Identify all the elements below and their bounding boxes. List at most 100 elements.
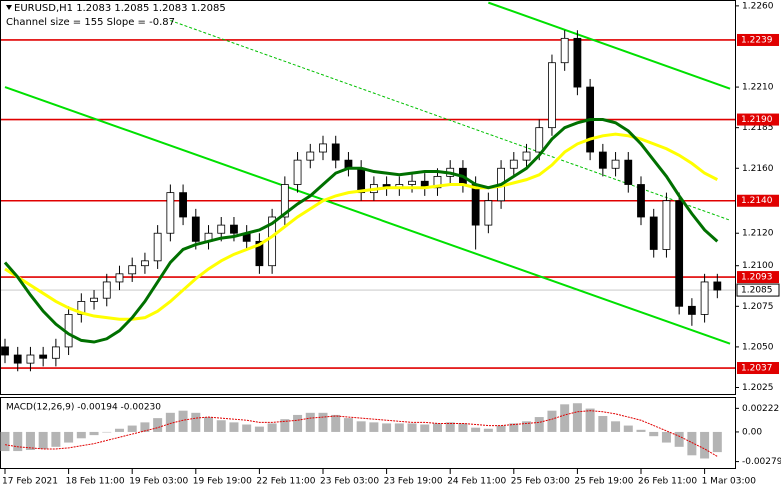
x-tick-label: 24 Feb 11:00: [447, 477, 506, 487]
candle-body: [573, 37, 582, 88]
candle-body: [357, 167, 366, 194]
header-icon: [6, 5, 12, 10]
macd-bar: [369, 422, 379, 432]
candle-body: [331, 143, 340, 161]
macd-bar: [280, 419, 290, 432]
macd-bar: [394, 423, 404, 432]
candle-body: [675, 200, 684, 307]
candle-body: [255, 240, 264, 267]
header-subtitle: Channel size = 155 Slope = -0.87: [6, 17, 175, 28]
macd-bar: [611, 421, 621, 432]
macd-bar: [153, 418, 163, 432]
level-label: 1.2239: [741, 35, 773, 45]
candle-body: [1, 346, 9, 356]
candle-body: [77, 301, 86, 315]
candle-body: [548, 62, 556, 129]
candle-body: [560, 37, 569, 64]
last-price-label: 1.2085: [741, 286, 773, 296]
macd-bar: [0, 431, 10, 452]
candle-body: [141, 260, 149, 267]
macd-bar: [483, 428, 493, 432]
macd-bar: [432, 423, 442, 432]
y-tick-label: 1.2100: [742, 261, 774, 271]
macd-bar: [547, 410, 557, 432]
candle-body: [471, 184, 480, 226]
candle-body: [598, 151, 607, 169]
macd-bar: [356, 421, 366, 432]
candle-body: [230, 224, 238, 234]
macd-bar: [623, 425, 633, 432]
macd-bar: [509, 423, 519, 432]
candle-body: [433, 175, 442, 189]
macd-bar: [229, 422, 239, 432]
x-tick-label: 23 Feb 03:00: [320, 477, 379, 487]
x-tick-label: 25 Feb 19:00: [574, 477, 633, 487]
macd-bar: [318, 412, 328, 432]
macd-bar: [649, 431, 659, 437]
macd-bar: [712, 431, 722, 453]
candle-body: [268, 216, 277, 267]
candle-body: [713, 281, 722, 291]
candle-body: [179, 192, 187, 218]
last-price-box: [736, 283, 780, 297]
macd-label: MACD(12,26,9) -0.00194 -0.00230: [6, 403, 161, 413]
y-tick-label: 1.2210: [742, 83, 774, 93]
macd-bar: [572, 403, 582, 432]
x-tick-label: 17 Feb 2021: [2, 477, 58, 487]
x-tick-label: 18 Feb 11:00: [66, 477, 125, 487]
macd-bar: [165, 412, 175, 432]
macd-bar: [127, 425, 137, 432]
macd-bar: [76, 431, 86, 439]
macd-bar: [102, 431, 112, 433]
candle-body: [408, 180, 416, 185]
y-tick-label: 1.2160: [742, 164, 774, 174]
y-tick-label: 1.2185: [742, 123, 774, 133]
macd-bar: [89, 431, 99, 436]
level-box: [737, 113, 779, 126]
macd-bar: [178, 410, 188, 432]
y-tick-label: 1.2050: [742, 342, 774, 352]
macd-bar: [585, 408, 595, 432]
candle-body: [509, 159, 518, 169]
candle-body: [90, 297, 98, 302]
macd-bar: [382, 423, 392, 432]
x-tick-label: 22 Feb 11:00: [256, 477, 315, 487]
candle-body: [166, 192, 175, 234]
moving-average: [3, 118, 719, 344]
candle-body: [662, 200, 671, 250]
macd-signal: [4, 410, 718, 457]
macd-bar: [560, 404, 570, 432]
candle-body: [535, 127, 544, 153]
macd-bar: [114, 428, 124, 432]
level-label: 1.2190: [741, 115, 773, 125]
level-label: 1.2093: [741, 273, 773, 283]
macd-bar: [674, 431, 684, 447]
macd-bar: [254, 426, 264, 432]
macd-bar: [191, 412, 201, 432]
y-tick-label: 0.00: [742, 427, 762, 437]
channel-line: [488, 1, 731, 90]
candle-body: [26, 354, 35, 364]
macd-bar: [343, 418, 353, 432]
candle-body: [217, 224, 226, 234]
macd-bar: [458, 423, 468, 432]
candle-body: [191, 216, 200, 242]
candle-body: [13, 354, 22, 364]
candle-body: [649, 216, 658, 250]
candle-body: [624, 159, 633, 185]
macd-panel: [0, 397, 736, 469]
y-tick-label: 1.2025: [742, 383, 774, 393]
macd-bar: [522, 421, 532, 432]
macd-bar: [216, 420, 226, 432]
level-box: [737, 33, 779, 46]
macd-bar: [700, 431, 710, 459]
candle-body: [700, 281, 709, 315]
y-tick-label: 1.2120: [742, 229, 774, 239]
macd-bar: [407, 423, 417, 432]
level-box: [737, 271, 779, 284]
macd-bar: [687, 431, 697, 456]
macd-bar: [64, 431, 74, 443]
macd-bar: [51, 431, 61, 447]
